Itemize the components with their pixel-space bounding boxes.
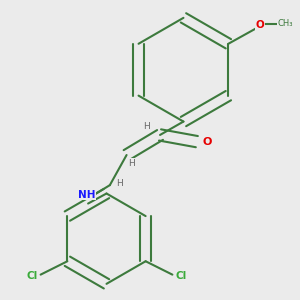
- Text: NH: NH: [78, 190, 95, 200]
- Text: O: O: [256, 20, 265, 30]
- Text: H: H: [128, 159, 135, 168]
- Text: Cl: Cl: [27, 271, 38, 281]
- Text: Cl: Cl: [175, 271, 186, 281]
- Text: CH₃: CH₃: [278, 19, 293, 28]
- Text: H: H: [116, 179, 123, 188]
- Text: H: H: [143, 122, 150, 131]
- Text: O: O: [202, 136, 212, 147]
